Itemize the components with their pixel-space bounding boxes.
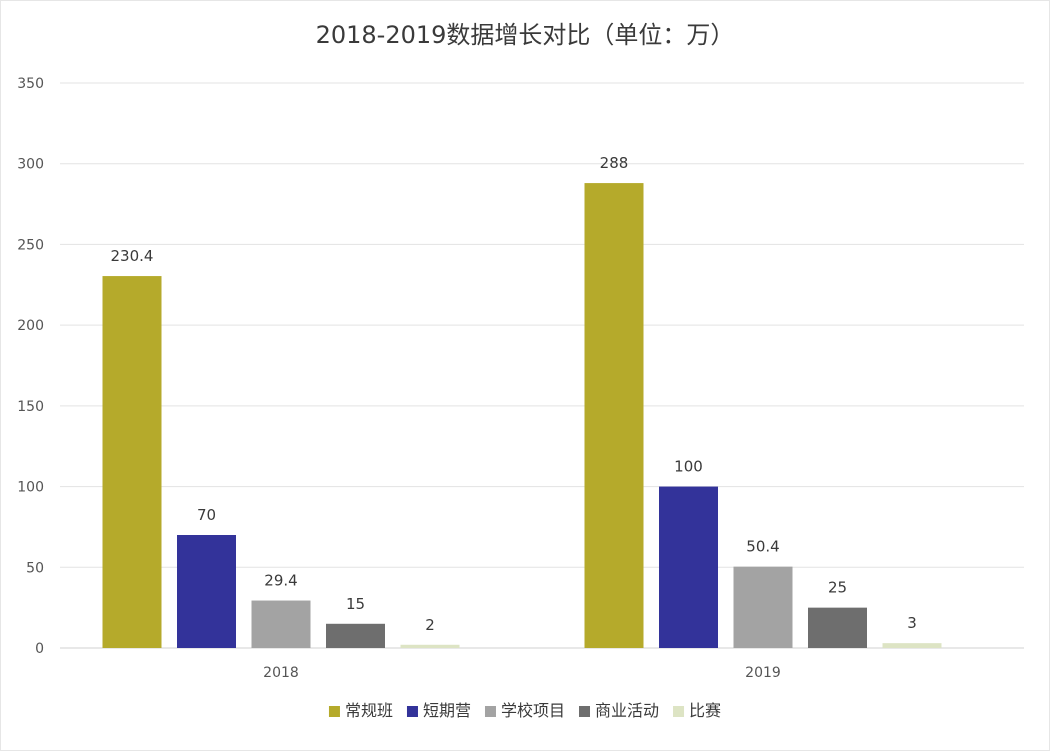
data-labels: 230.4 70 29.4 15 2 288 100 50.4 25 3: [111, 154, 917, 634]
y-tick-label: 0: [35, 641, 44, 657]
y-tick-label: 100: [17, 480, 44, 496]
y-tick-label: 350: [17, 76, 44, 92]
bar: [400, 644, 460, 648]
data-label: 15: [346, 595, 365, 613]
data-label: 2: [425, 616, 435, 634]
data-label: 3: [907, 614, 917, 632]
legend-label: 短期营: [423, 701, 471, 720]
y-tick-label: 300: [17, 157, 44, 173]
legend-item: 短期营: [406, 701, 471, 720]
y-tick-label: 200: [17, 318, 44, 334]
bar: [733, 566, 793, 648]
legend-swatch: [579, 706, 591, 717]
legend-label: 商业活动: [595, 701, 659, 720]
bar: [177, 535, 236, 648]
x-axis-ticks: 2018 2019: [263, 665, 781, 681]
legend-swatch: [673, 706, 685, 717]
y-axis-ticks: 0 50 100 150 200 250 300 350: [17, 76, 44, 657]
legend: 常规班 短期营 学校项目 商业活动 比赛: [328, 701, 721, 720]
bar: [659, 486, 718, 648]
legend-label: 学校项目: [501, 701, 565, 720]
data-label: 230.4: [111, 247, 154, 265]
legend-swatch: [406, 706, 418, 717]
legend-label: 比赛: [689, 701, 721, 720]
data-label: 25: [828, 579, 847, 597]
x-tick-label: 2018: [263, 665, 299, 681]
legend-item: 比赛: [673, 701, 721, 720]
bar: [882, 643, 942, 648]
bar: [102, 276, 162, 648]
legend-swatch: [484, 706, 496, 717]
y-tick-label: 50: [26, 560, 44, 576]
y-tick-label: 250: [17, 237, 44, 253]
y-tick-label: 150: [17, 399, 44, 415]
legend-label: 常规班: [345, 701, 393, 720]
legend-swatch: [328, 706, 340, 717]
legend-item: 常规班: [328, 701, 393, 720]
data-label: 70: [197, 506, 216, 524]
bars: [102, 183, 942, 649]
chart-title: 2018-2019数据增长对比（单位：万）: [316, 21, 735, 49]
x-tick-label: 2019: [745, 665, 781, 681]
bar: [326, 623, 385, 648]
data-label: 29.4: [264, 572, 297, 590]
data-label: 100: [674, 458, 703, 476]
data-label: 288: [600, 154, 629, 172]
data-label: 50.4: [746, 538, 779, 556]
bar: [808, 607, 867, 648]
legend-item: 学校项目: [484, 701, 565, 720]
bar: [584, 183, 644, 649]
bar: [251, 600, 311, 648]
legend-item: 商业活动: [579, 701, 659, 720]
